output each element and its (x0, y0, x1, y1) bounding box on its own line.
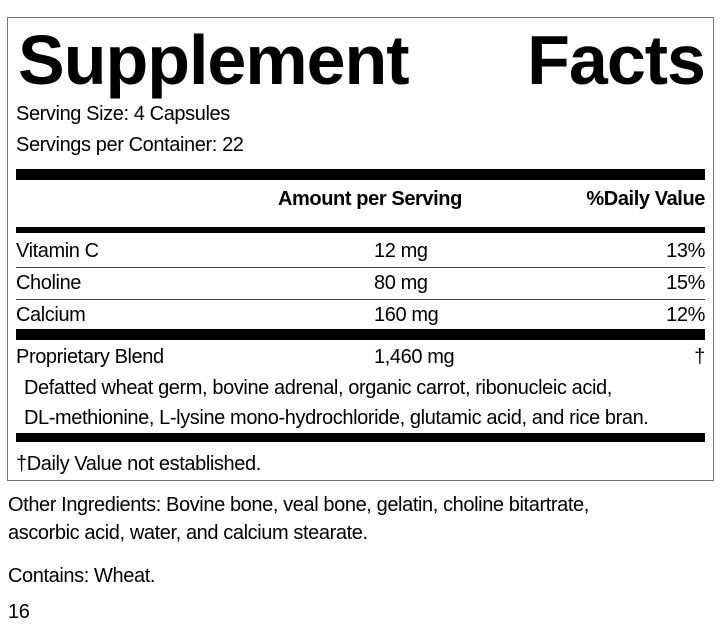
divider-thick (16, 169, 705, 180)
other-ingredients: Other Ingredients: Bovine bone, veal bon… (8, 494, 589, 516)
contains: Contains: Wheat. (8, 565, 156, 587)
row-name: Vitamin C (16, 240, 99, 262)
serving-size: Serving Size: 4 Capsules (16, 103, 230, 125)
header-daily-value: %Daily Value (586, 188, 705, 210)
product-code: 16 (8, 601, 30, 623)
row-name: Calcium (16, 304, 86, 326)
footnote: †Daily Value not established. (16, 453, 261, 475)
row-divider (16, 267, 705, 268)
divider-medium (16, 227, 705, 233)
supplement-facts-panel: Supplement Facts Serving Size: 4 Capsule… (7, 17, 714, 481)
servings-per-container: Servings per Container: 22 (16, 134, 244, 156)
other-ingredients: ascorbic acid, water, and calcium steara… (8, 522, 368, 544)
row-divider (16, 299, 705, 300)
divider-thick (16, 433, 705, 442)
row-amount: 80 mg (374, 272, 428, 294)
row-amount: 160 mg (374, 304, 439, 326)
panel-title: Supplement Facts (18, 21, 706, 99)
row-dv: 13% (666, 240, 705, 262)
header-amount: Amount per Serving (278, 188, 462, 210)
row-name: Choline (16, 272, 82, 294)
divider-thick (16, 329, 705, 340)
row-dv: 12% (666, 304, 705, 326)
blend-amount: 1,460 mg (374, 346, 455, 368)
blend-dv: † (694, 346, 705, 368)
blend-ingredients: DL-methionine, L-lysine mono-hydrochlori… (24, 407, 649, 429)
title-word: Facts (527, 21, 706, 99)
blend-name: Proprietary Blend (16, 346, 164, 368)
row-dv: 15% (666, 272, 705, 294)
blend-ingredients: Defatted wheat germ, bovine adrenal, org… (24, 377, 612, 399)
row-amount: 12 mg (374, 240, 428, 262)
title-word: Supplement (18, 21, 410, 99)
